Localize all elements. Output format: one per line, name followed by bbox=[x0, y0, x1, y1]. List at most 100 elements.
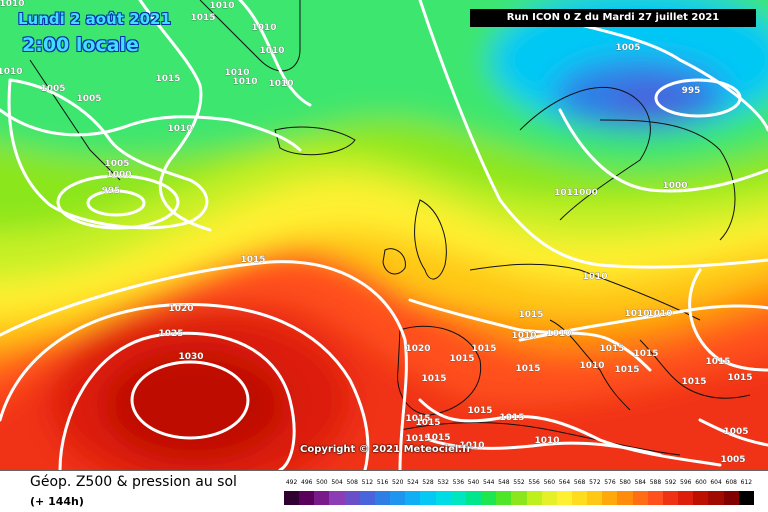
isobar-1030 bbox=[130, 360, 250, 440]
isobar-label: 1010 bbox=[224, 68, 249, 78]
scale-swatch bbox=[632, 491, 648, 505]
isobar-label: 1015 bbox=[425, 433, 450, 443]
copyright-notice: Copyright © 2021 Meteociel.fr bbox=[300, 444, 472, 455]
isobar-1005-n bbox=[558, 18, 768, 132]
isobar-label: 1025 bbox=[158, 329, 183, 339]
isobar-label: 1015 bbox=[633, 349, 658, 359]
scale-swatch bbox=[284, 491, 300, 505]
isobar-label: 1020 bbox=[168, 304, 193, 314]
scale-tick-label: 572 bbox=[589, 479, 601, 486]
scale-swatch bbox=[344, 491, 360, 505]
scale-tick-label: 512 bbox=[361, 479, 374, 486]
scale-swatch bbox=[329, 491, 345, 505]
isobar-label: 1015 bbox=[681, 377, 706, 387]
forecast-date: Lundi 2 août 2021 bbox=[18, 10, 171, 28]
isobar-label: 1010 bbox=[0, 0, 25, 9]
isobar-label: 1010 bbox=[647, 309, 672, 319]
isobar-label: 1015 bbox=[599, 344, 624, 354]
isobar-label: 1015 bbox=[614, 365, 639, 375]
scale-tick-label: 556 bbox=[528, 479, 540, 486]
scale-swatch bbox=[587, 491, 603, 505]
scale-tick-label: 540 bbox=[467, 479, 480, 486]
isobar-label: 1020 bbox=[405, 344, 430, 354]
color-scale bbox=[284, 491, 754, 505]
scale-tick-label: 600 bbox=[695, 479, 707, 486]
isobar-label: 1010 bbox=[459, 441, 484, 451]
isobar-label: 1015 bbox=[518, 310, 543, 320]
scale-tick-label: 528 bbox=[422, 479, 434, 486]
isobar-label: 1010 bbox=[534, 436, 559, 446]
coastlines bbox=[29, 0, 751, 456]
parameter-title: Géop. Z500 & pression au sol bbox=[30, 474, 237, 490]
scale-tick-label: 588 bbox=[649, 479, 662, 486]
scale-tick-label: 500 bbox=[316, 479, 328, 486]
scale-swatch bbox=[405, 491, 421, 505]
isobar-label: 1015 bbox=[471, 344, 496, 354]
scale-swatch bbox=[541, 491, 557, 505]
isobar-995-n bbox=[654, 78, 742, 118]
isobar-1010-med bbox=[428, 438, 662, 457]
isobar-label: 1015 bbox=[415, 418, 440, 428]
isobar-label: 1010 bbox=[582, 272, 607, 282]
isobar-label: 995 bbox=[102, 186, 121, 196]
scale-swatch bbox=[738, 491, 754, 505]
geopotential-field bbox=[0, 0, 768, 470]
isobar-1010-n bbox=[0, 108, 302, 152]
scale-tick-label: 552 bbox=[513, 479, 525, 486]
scale-tick-label: 544 bbox=[482, 479, 495, 486]
isobar-label: 1015 bbox=[449, 354, 474, 364]
isobar-1000-low bbox=[56, 174, 180, 230]
scale-swatch bbox=[617, 491, 633, 505]
lead-time: (+ 144h) bbox=[30, 495, 84, 508]
scale-swatch bbox=[678, 491, 694, 505]
scale-swatch bbox=[465, 491, 482, 505]
isobar-1015-med bbox=[418, 398, 722, 467]
isobar-label: 1010 bbox=[209, 1, 234, 11]
scale-tick-label: 516 bbox=[376, 479, 389, 486]
isobar-1010-ne bbox=[238, 0, 312, 107]
scale-swatch bbox=[420, 491, 436, 505]
scale-tick-label: 608 bbox=[725, 479, 737, 486]
isobar-label: 1010 bbox=[232, 77, 257, 87]
scale-swatch bbox=[571, 491, 588, 505]
scale-swatch bbox=[556, 491, 572, 505]
isobar-1005-gl bbox=[7, 78, 209, 230]
isobar-label: 1015 bbox=[467, 406, 492, 416]
scale-tick-label: 564 bbox=[558, 479, 571, 486]
scale-swatch bbox=[647, 491, 663, 505]
isobar-1020 bbox=[0, 302, 370, 470]
scale-tick-label: 560 bbox=[543, 479, 556, 486]
isobars bbox=[0, 0, 768, 470]
isobar-1015-w bbox=[0, 260, 408, 470]
isobar-label: 1015 bbox=[190, 13, 215, 23]
scale-tick-label: 580 bbox=[619, 479, 631, 486]
isobar-label: 1010 bbox=[0, 67, 23, 77]
scale-swatch bbox=[390, 491, 406, 505]
scale-swatch bbox=[435, 491, 451, 505]
scale-tick-label: 576 bbox=[604, 479, 616, 486]
isobar-label: 1015 bbox=[405, 434, 430, 444]
isobar-label: 1000 bbox=[106, 170, 131, 180]
scale-tick-label: 492 bbox=[285, 479, 298, 486]
isobar-label: 1015 bbox=[499, 413, 524, 423]
scale-tick-label: 548 bbox=[498, 479, 510, 486]
isobar-label: 1005 bbox=[723, 427, 748, 437]
isobar-label: 1015 bbox=[155, 74, 180, 84]
isobar-label: 1015 bbox=[240, 255, 265, 265]
scale-swatch bbox=[481, 491, 497, 505]
scale-tick-label: 604 bbox=[710, 479, 722, 486]
scale-swatch bbox=[359, 491, 375, 505]
color-scale-ticks: 492 496 500 504 508 512 516 520 524 528 532 536 540 5… bbox=[284, 479, 754, 489]
scale-swatch bbox=[496, 491, 512, 505]
isobar-labels: 1010101510101010101010101005100510151010… bbox=[0, 0, 753, 465]
isobar-label: 1015 bbox=[421, 374, 446, 384]
scale-tick-label: 504 bbox=[331, 479, 343, 486]
scale-swatch bbox=[374, 491, 391, 505]
scale-swatch bbox=[723, 491, 739, 505]
isobar-label: 1010 bbox=[511, 331, 536, 341]
isobar-label: 1030 bbox=[178, 352, 203, 362]
scale-tick-label: 532 bbox=[437, 479, 449, 486]
scale-swatch bbox=[693, 491, 709, 505]
isobar-1000-n bbox=[558, 108, 768, 193]
